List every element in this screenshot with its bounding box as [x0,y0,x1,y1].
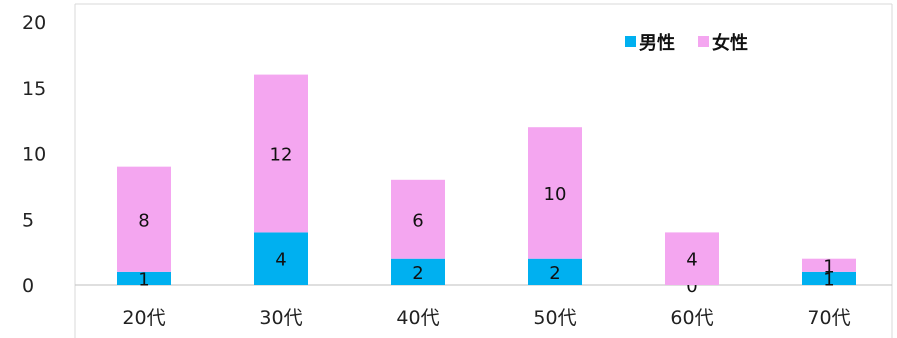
data-label: 4 [275,250,286,271]
data-label: 1 [823,256,834,277]
y-tick-label: 0 [22,275,34,297]
data-label: 1 [823,269,834,290]
bar-segment [802,258,856,272]
data-label: 8 [138,210,149,231]
bar-segment [391,258,445,285]
x-tick-label: 50代 [533,307,576,329]
x-axis-ticks: 20代 30代 40代 50代 60代 70代 [122,307,850,329]
legend-label: 男性 [639,32,675,54]
bar-segment [254,74,308,233]
legend-swatch [625,36,636,47]
y-tick-label: 20 [22,12,46,34]
x-tick-label: 70代 [807,307,850,329]
x-tick-label: 40代 [396,307,439,329]
bar-segment [254,232,308,285]
y-tick-label: 10 [22,144,46,166]
y-axis-ticks: 0 5 10 15 20 [22,12,46,297]
bar-segment [528,127,582,259]
y-tick-label: 5 [22,209,34,231]
data-label: 6 [412,210,423,231]
data-label: 2 [412,263,423,284]
legend-label: 女性 [712,32,748,54]
data-label: 12 [270,145,293,166]
data-label: 4 [686,250,697,271]
x-tick-label: 60代 [670,307,713,329]
bar-segment [665,232,719,285]
data-label: 2 [549,263,560,284]
bar-segment [117,166,171,272]
x-tick-label: 20代 [122,307,165,329]
bar-segment [802,271,856,285]
data-label: 1 [138,269,149,290]
bar-segment [528,258,582,285]
legend-swatch [698,36,709,47]
legend: 男性 女性 [625,32,748,54]
bar-segment [391,179,445,259]
data-label: 0 [686,276,697,297]
y-tick-label: 15 [22,78,46,100]
data-label: 10 [544,184,567,205]
bar-segment [117,271,171,285]
x-tick-label: 30代 [259,307,302,329]
